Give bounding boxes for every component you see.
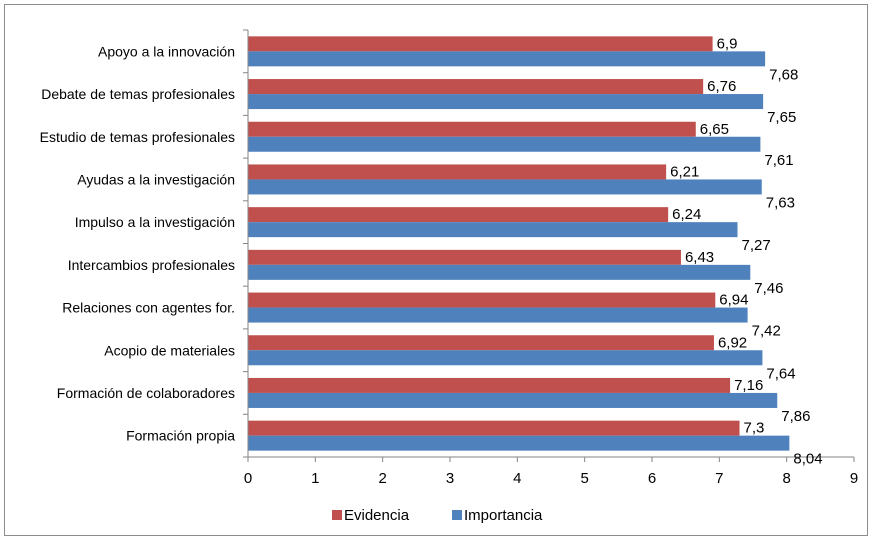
data-label-importancia-4: 7,27: [742, 237, 771, 254]
category-label-6: Relaciones con agentes for.: [62, 300, 235, 316]
bar-evidencia-9: [248, 420, 740, 436]
legend-label-importancia: Importancia: [464, 507, 543, 524]
legend-swatch-evidencia: [332, 510, 342, 520]
data-label-importancia-8: 7,86: [781, 408, 810, 425]
data-label-importancia-2: 7,61: [764, 152, 793, 169]
x-tick-label-4: 4: [513, 470, 521, 487]
category-label-9: Formación propia: [126, 428, 235, 444]
bar-importancia-6: [248, 307, 748, 323]
data-label-evidencia-9: 7,3: [744, 420, 765, 437]
bar-importancia-0: [248, 51, 766, 67]
bar-evidencia-6: [248, 292, 716, 308]
bars-layer: [248, 36, 790, 451]
data-label-evidencia-6: 6,94: [719, 292, 748, 309]
data-label-importancia-6: 7,42: [752, 323, 781, 340]
x-tick-label-5: 5: [580, 470, 588, 487]
data-label-evidencia-7: 6,92: [718, 334, 747, 351]
data-label-importancia-0: 7,68: [769, 66, 798, 83]
data-label-evidencia-2: 6,65: [700, 121, 729, 138]
data-label-evidencia-8: 7,16: [734, 377, 763, 394]
x-tick-label-6: 6: [648, 470, 656, 487]
category-label-1: Debate de temas profesionales: [41, 86, 235, 102]
bar-importancia-5: [248, 264, 751, 280]
bar-importancia-9: [248, 435, 790, 451]
bar-importancia-3: [248, 179, 762, 195]
legend: Evidencia Importancia: [332, 507, 543, 524]
category-label-5: Intercambios profesionales: [68, 257, 235, 273]
data-label-importancia-5: 7,46: [754, 280, 783, 297]
legend-swatch-importancia: [452, 510, 462, 520]
bar-evidencia-5: [248, 249, 681, 265]
x-tick-label-7: 7: [715, 470, 723, 487]
x-tick-label-2: 2: [378, 470, 386, 487]
category-label-7: Acopio de materiales: [104, 342, 235, 358]
category-label-3: Ayudas a la investigación: [77, 171, 235, 187]
data-label-evidencia-1: 6,76: [707, 78, 736, 95]
x-tick-label-1: 1: [311, 470, 319, 487]
bar-importancia-1: [248, 94, 764, 110]
x-tick-label-0: 0: [244, 470, 252, 487]
bar-importancia-4: [248, 222, 738, 238]
bar-evidencia-1: [248, 79, 704, 95]
data-label-evidencia-0: 6,9: [717, 35, 738, 52]
x-tick-label-9: 9: [850, 470, 858, 487]
data-label-importancia-1: 7,65: [767, 109, 796, 126]
x-tick-label-3: 3: [446, 470, 454, 487]
data-label-evidencia-5: 6,43: [685, 249, 714, 266]
bar-evidencia-0: [248, 36, 713, 52]
data-label-importancia-3: 7,63: [766, 194, 795, 211]
category-label-0: Apoyo a la innovación: [98, 43, 235, 59]
bar-importancia-2: [248, 136, 761, 152]
data-label-evidencia-3: 6,21: [670, 163, 699, 180]
x-tick-label-8: 8: [782, 470, 790, 487]
bar-importancia-8: [248, 392, 778, 408]
legend-label-evidencia: Evidencia: [344, 507, 410, 524]
bar-evidencia-2: [248, 121, 696, 137]
bar-importancia-7: [248, 350, 763, 366]
labels-layer: 6,9 7,68 Apoyo a la innovación 6,76 7,65 Deba…: [40, 35, 823, 467]
axis-layer: 0 1 2 3 4 5 6 7 8 9: [243, 29, 858, 487]
bar-evidencia-8: [248, 377, 731, 393]
data-label-evidencia-4: 6,24: [672, 206, 701, 223]
data-label-importancia-7: 7,64: [766, 365, 795, 382]
data-label-importancia-9: 8,04: [793, 451, 822, 468]
category-label-2: Estudio de temas profesionales: [40, 129, 235, 145]
category-label-8: Formación de colaboradores: [57, 385, 235, 401]
bar-evidencia-7: [248, 335, 714, 351]
category-label-4: Impulso a la investigación: [75, 214, 235, 230]
bar-evidencia-4: [248, 207, 669, 223]
bar-evidencia-3: [248, 164, 667, 180]
